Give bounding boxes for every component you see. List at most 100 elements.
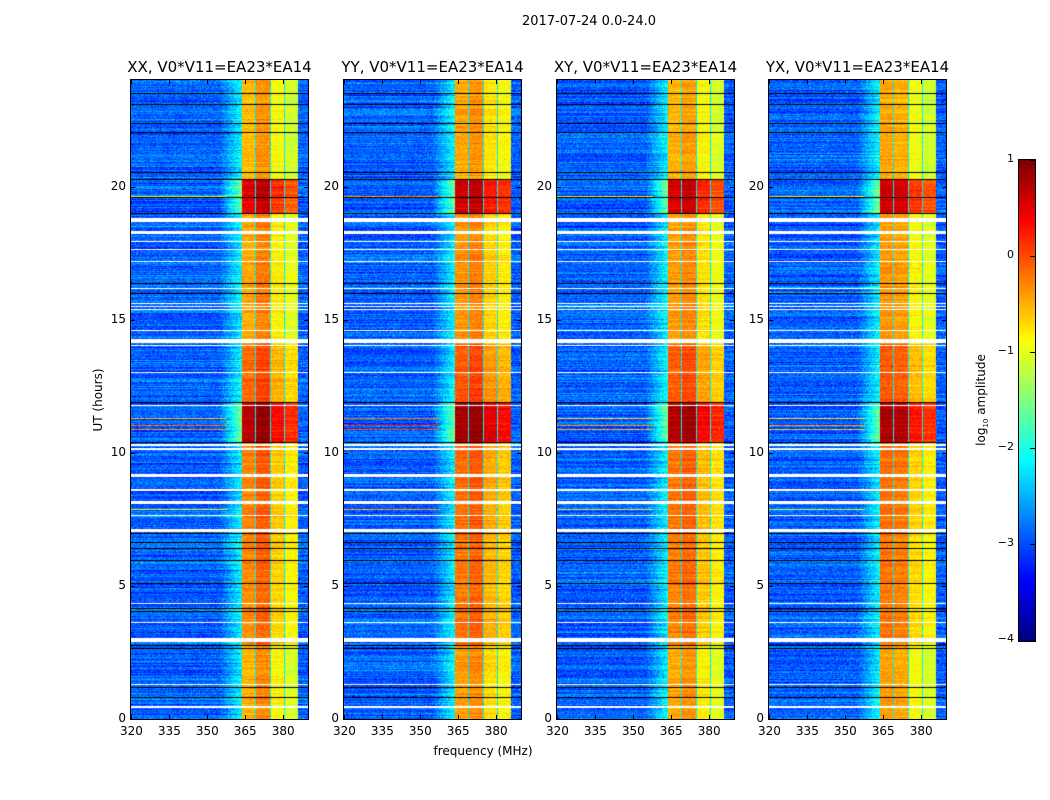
colorbar-tick-label: 1 — [1007, 152, 1014, 165]
x-tick-mark — [419, 715, 421, 719]
y-tick-mark — [942, 719, 946, 720]
x-tick-mark — [168, 80, 170, 84]
x-tick-mark — [381, 715, 383, 719]
y-tick-mark — [769, 452, 773, 454]
x-tick-mark — [806, 715, 808, 719]
y-tick-mark — [517, 319, 521, 321]
colorbar-tick-mark — [1030, 544, 1035, 545]
x-tick-mark — [282, 715, 284, 719]
y-tick-mark — [304, 186, 308, 188]
x-tick-mark — [769, 715, 770, 719]
x-tick-label: 350 — [833, 724, 857, 738]
colorbar-tick-mark — [1030, 160, 1035, 161]
panel-title: YX, V0*V11=EA23*EA14 — [765, 58, 950, 76]
x-tick-label: 365 — [233, 724, 257, 738]
colorbar-tick-label: −3 — [997, 536, 1014, 549]
x-tick-label: 320 — [758, 724, 781, 738]
y-tick-label: 20 — [536, 178, 552, 193]
x-tick-label: 335 — [370, 724, 394, 738]
x-tick-label: 335 — [795, 724, 819, 738]
y-tick-mark — [517, 186, 521, 188]
x-tick-mark — [419, 80, 421, 84]
y-tick-mark — [730, 452, 734, 454]
y-tick-label: 5 — [756, 577, 764, 592]
x-tick-label: 380 — [909, 724, 933, 738]
y-tick-label: 15 — [748, 311, 764, 326]
x-tick-mark — [670, 80, 672, 84]
spectrogram-panel — [556, 79, 735, 720]
y-axis-label: UT (hours) — [91, 368, 105, 432]
y-tick-mark — [344, 585, 348, 587]
x-tick-mark — [495, 80, 497, 84]
y-tick-mark — [304, 719, 308, 720]
x-tick-label: 320 — [546, 724, 569, 738]
y-tick-mark — [557, 452, 561, 454]
spectrogram-panel — [130, 79, 309, 720]
colorbar-tick-label: −2 — [997, 440, 1014, 453]
spectrogram-image — [344, 80, 521, 719]
x-tick-label: 350 — [195, 724, 219, 738]
colorbar-tick-mark — [1030, 352, 1035, 353]
y-tick-label: 20 — [110, 178, 126, 193]
y-tick-mark — [557, 319, 561, 321]
x-tick-mark — [457, 80, 459, 84]
x-tick-label: 380 — [484, 724, 508, 738]
y-tick-mark — [557, 585, 561, 587]
y-tick-mark — [344, 719, 348, 720]
x-tick-mark — [557, 80, 558, 84]
y-tick-mark — [517, 585, 521, 587]
colorbar — [1018, 159, 1036, 642]
colorbar-label: log10 amplitude — [974, 354, 990, 446]
y-tick-mark — [942, 585, 946, 587]
x-tick-mark — [670, 715, 672, 719]
x-tick-mark — [594, 80, 596, 84]
y-tick-mark — [730, 319, 734, 321]
y-tick-mark — [557, 719, 561, 720]
x-tick-mark — [844, 80, 846, 84]
y-tick-label: 10 — [110, 444, 126, 459]
y-tick-mark — [344, 452, 348, 454]
x-tick-label: 380 — [271, 724, 295, 738]
y-tick-mark — [730, 585, 734, 587]
x-tick-mark — [708, 80, 710, 84]
x-tick-mark — [344, 80, 345, 84]
x-tick-mark — [244, 80, 246, 84]
x-tick-label: 350 — [621, 724, 645, 738]
y-tick-label: 0 — [331, 711, 339, 725]
y-tick-label: 15 — [323, 311, 339, 326]
colorbar-tick-label: −4 — [997, 632, 1014, 645]
spectrogram-image — [769, 80, 946, 719]
y-tick-mark — [131, 452, 135, 454]
y-tick-label: 5 — [544, 577, 552, 592]
spectrogram-panel — [343, 79, 522, 720]
y-tick-label: 0 — [118, 711, 126, 725]
x-tick-mark — [206, 80, 208, 84]
y-tick-label: 20 — [748, 178, 764, 193]
y-tick-label: 10 — [748, 444, 764, 459]
y-tick-mark — [557, 186, 561, 188]
x-axis-label: frequency (MHz) — [433, 744, 533, 758]
x-tick-label: 350 — [408, 724, 432, 738]
y-tick-label: 10 — [323, 444, 339, 459]
y-tick-mark — [344, 319, 348, 321]
y-tick-label: 0 — [544, 711, 552, 725]
y-tick-mark — [131, 585, 135, 587]
x-tick-label: 365 — [871, 724, 895, 738]
y-tick-label: 15 — [536, 311, 552, 326]
x-tick-mark — [344, 715, 345, 719]
y-tick-mark — [769, 319, 773, 321]
y-tick-label: 0 — [756, 711, 764, 725]
y-tick-mark — [131, 186, 135, 188]
x-tick-mark — [806, 80, 808, 84]
x-tick-label: 380 — [697, 724, 721, 738]
x-tick-mark — [244, 715, 246, 719]
spectrogram-image — [557, 80, 734, 719]
x-tick-mark — [495, 715, 497, 719]
figure-title: 2017-07-24 0.0-24.0 — [522, 14, 656, 29]
y-tick-label: 10 — [536, 444, 552, 459]
x-tick-label: 320 — [333, 724, 356, 738]
colorbar-label-base: 10 — [982, 418, 991, 428]
x-tick-label: 365 — [446, 724, 470, 738]
x-tick-mark — [131, 80, 132, 84]
x-tick-mark — [206, 715, 208, 719]
